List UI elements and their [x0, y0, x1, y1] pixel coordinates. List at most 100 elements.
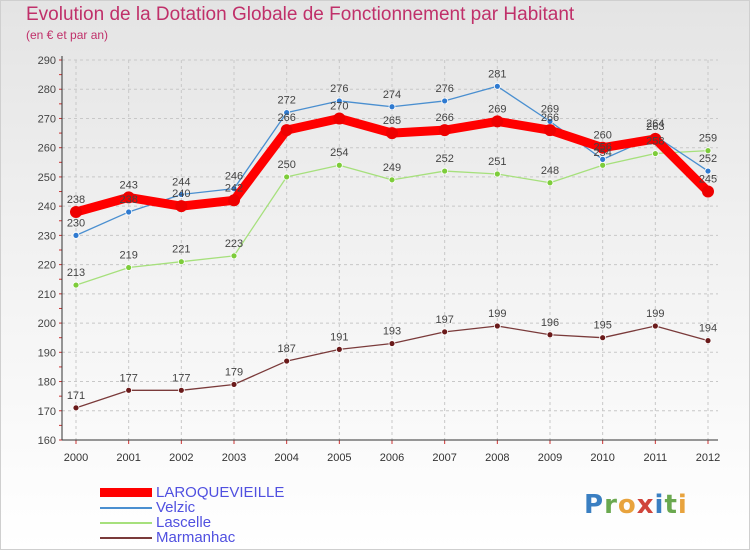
data-point-marmanhac: [177, 386, 185, 394]
data-point-velzic: [125, 208, 133, 216]
legend-label-laroquevieille: LAROQUEVIEILLE: [156, 484, 285, 501]
data-label-marmanhac: 196: [541, 317, 559, 329]
data-label-lascelle: 258: [646, 136, 664, 148]
data-label-marmanhac: 171: [67, 390, 85, 402]
data-label-marmanhac: 191: [330, 331, 348, 343]
x-tick-label: 2006: [380, 452, 404, 464]
data-point-marmanhac: [546, 331, 554, 339]
data-label-velzic: 246: [225, 171, 243, 183]
data-label-lascelle: 254: [330, 147, 348, 159]
data-point-laroquevieille: [596, 141, 609, 154]
y-tick-label: 260: [38, 143, 56, 155]
data-label-laroquevieille: 266: [435, 112, 453, 124]
data-point-laroquevieille: [175, 200, 188, 213]
data-point-velzic: [599, 155, 607, 163]
y-tick-label: 250: [38, 172, 56, 184]
data-label-lascelle: 223: [225, 238, 243, 250]
legend-swatch-velzic: [100, 506, 152, 509]
data-point-velzic: [283, 109, 291, 117]
legend-item-velzic: Velzic: [100, 500, 284, 515]
legend: LAROQUEVIEILLE Velzic Lascelle Marmanhac: [100, 485, 284, 545]
data-label-laroquevieille: 242: [225, 182, 243, 194]
data-label-lascelle: 221: [172, 244, 190, 256]
data-label-velzic: 244: [172, 176, 190, 188]
logo-letter: x: [636, 490, 655, 520]
data-point-laroquevieille: [228, 194, 240, 207]
legend-item-lascelle: Lascelle: [100, 515, 284, 530]
x-tick-label: 2012: [696, 452, 720, 464]
legend-swatch-lascelle: [100, 521, 152, 524]
y-tick-label: 190: [38, 347, 56, 359]
data-label-marmanhac: 195: [593, 320, 611, 332]
logo-letter: i: [654, 490, 665, 520]
data-point-velzic: [230, 185, 238, 193]
y-tick-label: 170: [38, 406, 56, 418]
data-point-lascelle: [441, 167, 449, 175]
data-point-velzic: [388, 103, 396, 111]
data-label-laroquevieille: 263: [646, 121, 664, 133]
data-point-marmanhac: [599, 334, 607, 342]
data-point-lascelle: [177, 258, 185, 266]
y-tick-label: 160: [38, 435, 56, 447]
data-labels: 171 177 177 179 187 191 193 197 199 196 195 199 194 2…: [67, 68, 717, 402]
legend-item-laroquevieille: LAROQUEVIEILLE: [100, 485, 284, 500]
data-point-lascelle: [599, 161, 607, 169]
data-label-marmanhac: 187: [277, 343, 295, 355]
data-label-lascelle: 254: [593, 147, 611, 159]
data-label-lascelle: 250: [277, 159, 295, 171]
data-label-marmanhac: 177: [119, 372, 137, 384]
data-point-laroquevieille: [122, 191, 135, 204]
data-label-lascelle: 252: [435, 153, 453, 165]
data-point-marmanhac: [704, 337, 712, 345]
data-label-marmanhac: 197: [435, 314, 453, 326]
data-label-velzic: 269: [541, 103, 559, 115]
data-label-velzic: 272: [277, 95, 295, 107]
data-point-marmanhac: [230, 381, 238, 388]
x-tick-label: 2001: [116, 452, 140, 464]
data-point-velzic: [704, 167, 712, 175]
data-label-lascelle: 219: [119, 250, 137, 262]
data-point-velzic: [441, 97, 449, 105]
data-label-velzic: 264: [646, 118, 664, 130]
data-label-marmanhac: 199: [646, 308, 664, 320]
data-label-laroquevieille: 240: [172, 188, 190, 200]
data-label-marmanhac: 199: [488, 308, 506, 320]
data-point-laroquevieille: [280, 124, 293, 137]
data-label-laroquevieille: 238: [67, 194, 85, 206]
legend-swatch-marmanhac: [100, 536, 152, 539]
y-tick-label: 200: [38, 318, 56, 330]
data-point-laroquevieille: [386, 127, 398, 140]
data-label-lascelle: 251: [488, 156, 506, 168]
data-label-laroquevieille: 243: [119, 179, 137, 191]
y-tick-label: 220: [38, 260, 56, 272]
data-point-velzic: [335, 97, 343, 105]
data-point-lascelle: [335, 161, 343, 169]
data-point-lascelle: [651, 150, 659, 157]
y-tick-label: 230: [38, 230, 56, 242]
chart-subtitle: (en € et par an): [26, 28, 109, 42]
data-point-laroquevieille: [544, 124, 556, 137]
y-tick-label: 280: [38, 84, 56, 96]
data-point-velzic: [177, 191, 185, 198]
y-tick-label: 240: [38, 201, 56, 213]
legend-label-velzic: Velzic: [156, 499, 196, 516]
data-label-lascelle: 259: [699, 133, 717, 145]
legend-swatch-laroquevieille: [100, 488, 152, 497]
logo-letter: o: [617, 490, 637, 520]
data-label-laroquevieille: 260: [593, 130, 611, 142]
logo-letter: P: [584, 490, 605, 520]
data-point-lascelle: [125, 264, 133, 271]
data-label-marmanhac: 177: [172, 372, 190, 384]
data-label-laroquevieille: 266: [277, 112, 295, 124]
series-layer: [70, 82, 714, 412]
x-tick-label: 2009: [538, 452, 562, 464]
data-point-laroquevieille: [702, 185, 714, 198]
legend-item-marmanhac: Marmanhac: [100, 530, 284, 545]
data-label-lascelle: 248: [541, 165, 559, 177]
data-label-lascelle: 249: [383, 162, 401, 174]
data-label-marmanhac: 194: [699, 323, 717, 335]
data-label-velzic: 230: [67, 217, 85, 229]
data-point-lascelle: [72, 281, 80, 289]
